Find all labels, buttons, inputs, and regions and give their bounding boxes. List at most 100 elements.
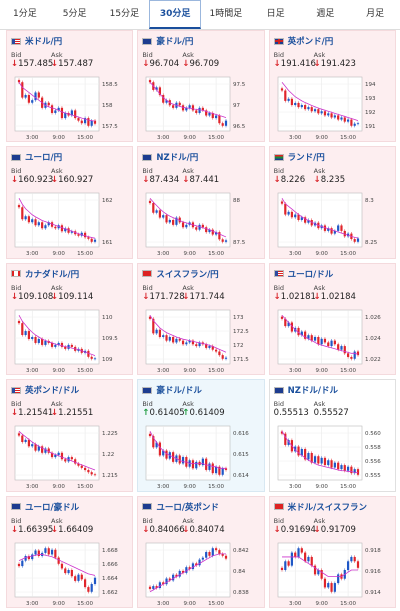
y-tick-label: 0.614 [233, 473, 249, 479]
rate-card[interactable]: 米ドル/円 Bid Ask ↓157.485↓157.487 3:00 9:00 15:00… [6, 30, 134, 143]
candle-body [287, 212, 290, 215]
candle-body [169, 578, 172, 581]
candle-body [313, 336, 316, 341]
candle-body [323, 111, 326, 116]
candle-body [31, 554, 34, 559]
rate-card[interactable]: ユーロ/円 Bid Ask ↓160.923↓160.927 3:00 9:00 15:00… [6, 146, 134, 259]
card-title[interactable]: ユーロ/ドル [273, 268, 391, 280]
candle-body [90, 472, 93, 475]
candle-body [280, 567, 283, 570]
candle-body [218, 232, 221, 240]
bid-price: ↑0.61405 [142, 408, 184, 418]
candle-body [300, 449, 303, 456]
candle-body [185, 566, 188, 573]
rate-card[interactable]: ユーロ/豪ドル Bid Ask ↓1.66395↓1.66409 3:00 9:00 15:… [6, 495, 134, 608]
arrow-down-icon: ↓ [273, 291, 281, 302]
candle-body [31, 336, 34, 339]
rate-card[interactable]: カナダドル/円 Bid Ask ↓109.108↓109.114 3:00 9:00 15:… [6, 262, 134, 376]
candle-body [313, 565, 316, 574]
candle-body [74, 459, 77, 464]
tab-6[interactable]: 日足 [266, 9, 285, 19]
card-title[interactable]: NZドル/円 [142, 151, 259, 163]
ask-label: Ask [182, 400, 194, 409]
card-title[interactable]: スイスフラン/円 [142, 268, 259, 280]
card-title[interactable]: ユーロ/円 [11, 151, 128, 163]
candle-body [162, 450, 165, 456]
tab-2[interactable]: 5分足 [62, 9, 87, 19]
timeframe-tabs: 1分足 5分足 15分足 30分足 1時間足 日足 週足 月足 [0, 0, 400, 30]
bid-value: 171.728 [149, 291, 185, 302]
y-tick-label: 109.5 [102, 336, 118, 342]
tab-5[interactable]: 1時間足 [209, 9, 243, 19]
candle-body [205, 551, 208, 558]
card-title[interactable]: 米ドル/円 [11, 35, 128, 47]
x-tick-label: 15:00 [340, 251, 356, 257]
rate-card[interactable]: 豪ドル/円 Bid Ask ↓96.704 ↓96.709 3:00 9:00 15:00 97… [137, 30, 265, 143]
rate-card[interactable]: 英ポンド/ドル Bid Ask ↓1.21541↓1.21551 3:00 9:00 15:… [6, 379, 134, 492]
candlestick-chart: 3:00 9:00 15:00 0.616 0.615 0.614 [146, 425, 250, 490]
x-tick-label: 9:00 [184, 135, 197, 141]
y-tick-label: 0.556 [365, 459, 381, 465]
rate-card[interactable]: 米ドル/スイスフラン Bid Ask ↓0.91694↓0.91709 3:00 9:00… [268, 495, 396, 608]
candle-body [172, 336, 175, 343]
card-title[interactable]: ユーロ/英ポンド [142, 501, 259, 513]
card-title[interactable]: カナダドル/円 [11, 268, 128, 280]
ask-price: ↑0.61409 [182, 408, 224, 418]
moving-average-line [150, 553, 227, 592]
tab-7[interactable]: 週足 [316, 9, 335, 19]
x-tick-label: 3:00 [157, 135, 170, 141]
candle-body [64, 459, 67, 462]
candle-body [159, 581, 162, 588]
card-title[interactable]: 英ポンド/円 [273, 35, 391, 47]
rate-card[interactable]: 英ポンド/円 Bid Ask ↓191.416↓191.423 3:00 9:00 15:0… [268, 30, 396, 143]
rate-card[interactable]: ユーロ/英ポンド Bid Ask ↓0.84066↓0.84074 3:00 9:00 15… [137, 495, 265, 608]
tab-1[interactable]: 1分足 [13, 9, 37, 19]
arrow-down-icon: ↓ [142, 175, 150, 186]
y-tick-label: 0.560 [365, 431, 381, 437]
bid-price: 0.55513 [274, 408, 314, 418]
x-tick-label: 3:00 [289, 135, 302, 141]
y-tick-label: 0.838 [233, 590, 249, 596]
rate-card[interactable]: ユーロ/ドル Bid Ask ↓1.02181↓1.02184 3:00 9:00 15:0… [268, 262, 396, 376]
candle-body [290, 552, 293, 566]
card-title[interactable]: 英ポンド/ドル [11, 384, 128, 396]
candle-body [155, 329, 159, 334]
moving-average-line [18, 314, 96, 356]
card-title[interactable]: 豪ドル/ドル [142, 384, 259, 396]
card-title[interactable]: 米ドル/スイスフラン [273, 501, 391, 513]
x-tick-label: 15:00 [208, 251, 224, 257]
tab-4[interactable]: 30分足 [149, 0, 201, 29]
rate-card[interactable]: NZドル/ドル Bid Ask 0.55513 0.55527 3:00 9:00 15:00… [268, 379, 396, 492]
candle-body [225, 357, 228, 359]
ask-label: Ask [313, 51, 326, 59]
rate-card[interactable]: 豪ドル/ドル Bid Ask ↑0.61405↑0.61409 3:00 9:00 15:0… [137, 379, 265, 492]
ask-label: Ask [182, 516, 194, 525]
plot-area [14, 193, 100, 248]
arrow-down-icon: ↓ [11, 175, 19, 186]
x-tick-label: 9:00 [184, 601, 197, 607]
tab-3[interactable]: 15分足 [109, 9, 140, 19]
rate-card[interactable]: NZドル/円 Bid Ask ↓87.434 ↓87.441 3:00 9:00 15:00 8… [137, 146, 265, 259]
y-tick-label: 171.5 [233, 357, 249, 363]
rate-card[interactable]: スイスフラン/円 Bid Ask ↓171.728↓171.744 3:00 9:00 15… [137, 262, 265, 376]
bid-label: Bid [273, 400, 285, 409]
card-title[interactable]: 豪ドル/円 [142, 35, 259, 47]
x-tick-label: 9:00 [315, 251, 328, 257]
tab-8[interactable]: 月足 [366, 9, 385, 19]
candle-body [202, 458, 205, 466]
card-title[interactable]: NZドル/ドル [273, 384, 391, 396]
plot-area [14, 309, 100, 365]
candle-body [185, 107, 188, 111]
card-title[interactable]: ユーロ/豪ドル [11, 501, 128, 513]
bid-value: 1.66395 [18, 524, 54, 535]
ask-label: Ask [51, 400, 63, 409]
rate-card[interactable]: ランド/円 Bid Ask ↓8.226 ↓8.235 3:00 9:00 15:00 8.3 8… [268, 146, 396, 259]
candle-body [17, 433, 21, 436]
card-title[interactable]: ランド/円 [273, 151, 391, 163]
x-tick-label: 15:00 [77, 601, 93, 607]
x-tick-label: 3:00 [289, 484, 302, 490]
ask-value: 0.91709 [320, 524, 356, 535]
candle-body [162, 215, 165, 218]
candle-body [353, 351, 356, 359]
candle-body [300, 547, 303, 553]
